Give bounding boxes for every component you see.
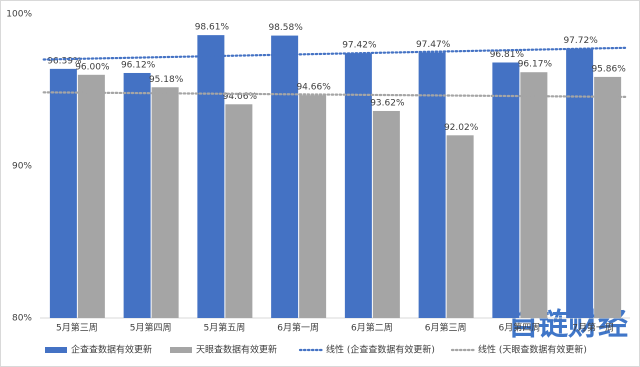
value-label: 97.47%: [416, 40, 451, 50]
x-tick-label: 5月第四周: [130, 322, 172, 334]
bar: [446, 135, 474, 318]
x-tick-label: 5月第五周: [204, 322, 246, 334]
value-label: 97.42%: [342, 41, 377, 51]
value-label: 98.61%: [195, 23, 230, 33]
value-label: 96.00%: [75, 62, 110, 72]
bar: [344, 53, 372, 318]
x-tick-label: 6月第四周: [499, 322, 541, 334]
bar: [418, 52, 446, 319]
x-tick-label: 7月第一周: [572, 322, 614, 334]
value-label: 95.86%: [591, 64, 626, 74]
x-tick-label: 6月第二周: [351, 322, 393, 334]
bar: [151, 87, 179, 318]
bar: [372, 110, 400, 318]
bar: [520, 72, 548, 318]
bar: [492, 62, 520, 318]
value-label: 96.12%: [121, 60, 156, 70]
bar: [49, 68, 77, 318]
y-tick-label: 80%: [12, 314, 32, 324]
bar: [271, 35, 299, 319]
value-label: 94.06%: [223, 92, 258, 102]
value-label: 95.18%: [149, 75, 184, 85]
trend-line: [42, 91, 628, 98]
legend-label: 企查查数据有效更新: [71, 344, 152, 356]
bar: [594, 76, 622, 318]
bar: [77, 74, 105, 318]
bar: [225, 104, 253, 319]
value-label: 94.66%: [296, 83, 331, 93]
value-label: 96.81%: [490, 50, 525, 60]
y-tick-label: 90%: [12, 162, 32, 172]
value-label: 98.58%: [268, 23, 303, 33]
legend-label: 线性 (企查查数据有效更新): [326, 344, 435, 356]
trend-line: [42, 46, 628, 61]
bar: [299, 95, 327, 318]
value-label: 97.72%: [563, 36, 598, 46]
bar: [123, 72, 151, 318]
y-tick-label: 100%: [6, 10, 32, 20]
bar: [197, 35, 225, 319]
value-label: 96.39%: [47, 56, 82, 66]
x-tick-label: 5月第三周: [56, 322, 98, 334]
x-tick-label: 6月第一周: [277, 322, 319, 334]
legend-label: 线性 (天眼查数据有效更新): [478, 344, 587, 356]
value-label: 92.02%: [444, 123, 479, 133]
bar: [566, 48, 594, 318]
value-label: 96.17%: [518, 60, 553, 70]
x-tick-label: 6月第三周: [425, 322, 467, 334]
legend-swatch: [45, 347, 67, 353]
legend-swatch: [170, 347, 192, 353]
value-label: 93.62%: [370, 98, 405, 108]
legend-label: 天眼查数据有效更新: [196, 344, 277, 356]
